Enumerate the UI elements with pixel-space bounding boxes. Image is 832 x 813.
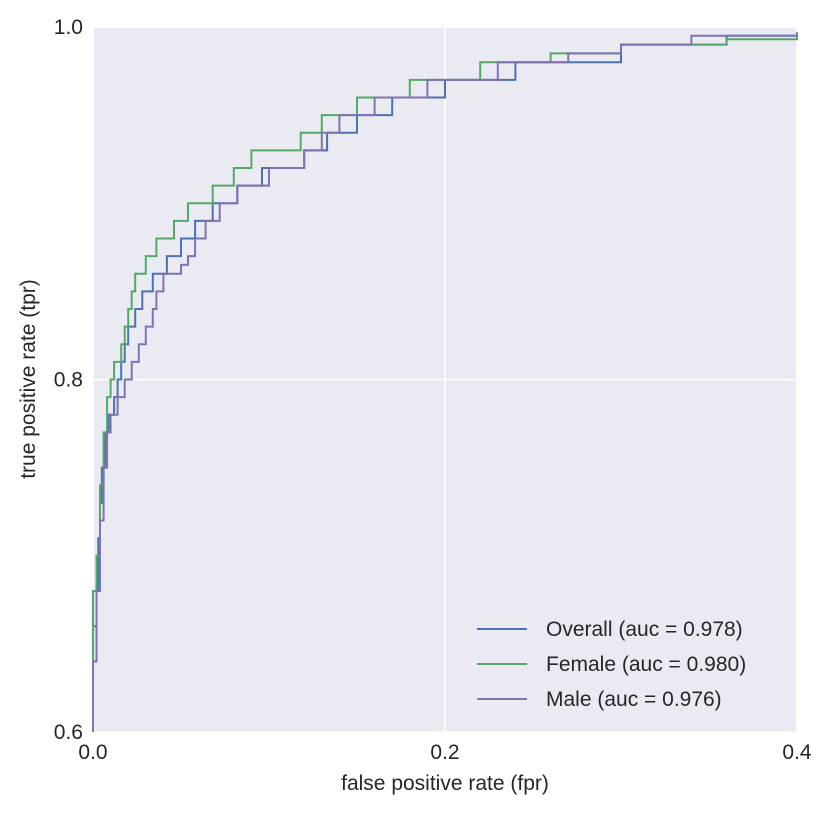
y-tick-label: 0.8 (54, 369, 83, 392)
series-line-2 (92, 32, 798, 732)
legend: Overall (auc = 0.978) Female (auc = 0.980… (477, 618, 746, 711)
gridlines (92, 26, 798, 733)
y-tick-label: 0.6 (54, 721, 83, 744)
series-lines (92, 32, 798, 732)
y-tick-label: 1.0 (54, 16, 83, 39)
y-tick-labels: 0.6 0.8 1.0 (54, 16, 83, 744)
y-axis-label: true positive rate (tpr) (17, 279, 40, 479)
x-tick-label: 0.2 (430, 741, 459, 764)
x-axis-label: false positive rate (fpr) (341, 772, 549, 795)
legend-label: Female (auc = 0.980) (546, 653, 746, 676)
x-tick-labels: 0.0 0.2 0.4 (78, 741, 812, 764)
legend-label: Overall (auc = 0.978) (546, 618, 743, 641)
legend-label: Male (auc = 0.976) (546, 688, 722, 711)
x-tick-label: 0.4 (782, 741, 812, 764)
x-tick-label: 0.0 (78, 741, 107, 764)
